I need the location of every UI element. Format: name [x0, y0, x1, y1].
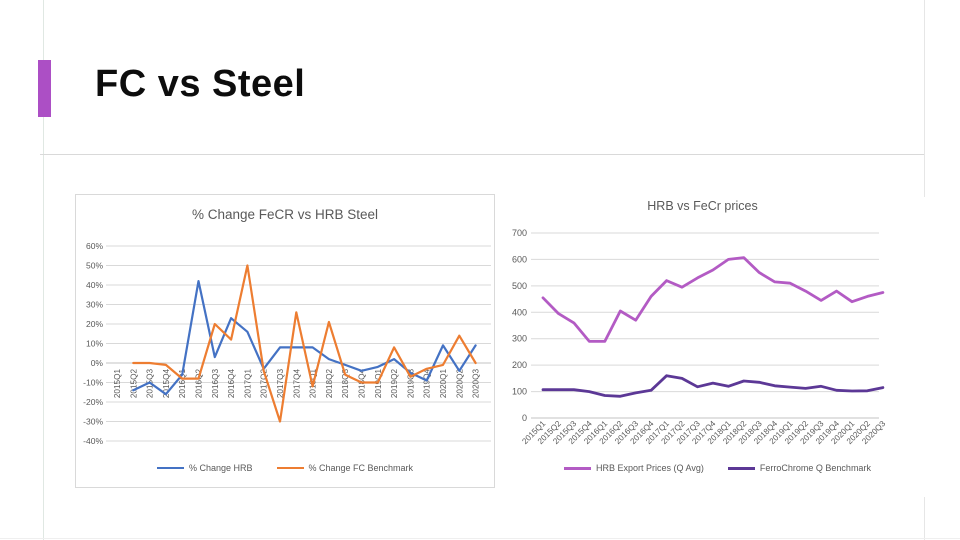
y-tick-label: 500: [512, 281, 527, 291]
chart-pct-change: % Change FeCR vs HRB Steel 60% 50% 40% 30% 2…: [75, 194, 495, 488]
legend-label: HRB Export Prices (Q Avg): [596, 463, 704, 473]
x-tick-label: 2019Q2: [390, 369, 399, 399]
x-tick-label: 2018Q2: [325, 369, 334, 399]
x-tick-label: 2017Q3: [276, 369, 285, 399]
series-line: [541, 256, 885, 343]
slide-bottom-border: [0, 538, 960, 539]
legend-line-swatch: [727, 466, 755, 470]
y-tick-label: 400: [512, 307, 527, 317]
legend-item: % Change FC Benchmark: [276, 463, 414, 473]
legend-line-swatch: [156, 466, 184, 470]
chart-prices-title: HRB vs FeCr prices: [647, 199, 758, 213]
legend-line-swatch: [276, 466, 304, 470]
y-tick-label: 200: [512, 360, 527, 370]
x-tick-label: 2017Q4: [292, 369, 301, 399]
x-tick-label: 2020Q3: [472, 369, 481, 399]
y-tick-label: 20%: [86, 319, 103, 329]
template-vertical-line: [43, 0, 44, 540]
y-tick-label: 50%: [86, 261, 103, 271]
x-tick-label: 2019Q3: [406, 369, 415, 399]
y-tick-label: 40%: [86, 280, 103, 290]
y-tick-label: 300: [512, 334, 527, 344]
y-tick-label: 60%: [86, 241, 103, 251]
y-tick-label: -40%: [83, 436, 103, 446]
x-tick-label: 2015Q4: [162, 369, 171, 399]
legend-item: FerroChrome Q Benchmark: [727, 463, 871, 473]
chart-pct-change-legend: % Change HRB % Change FC Benchmark: [76, 463, 494, 473]
x-tick-label: 2015Q1: [113, 369, 122, 399]
y-tick-label: 600: [512, 254, 527, 264]
x-tick-label: 2017Q2: [260, 369, 269, 399]
x-tick-label: 2020Q2: [455, 369, 464, 399]
x-tick-label: 2015Q2: [129, 369, 138, 399]
y-tick-label: -10%: [83, 378, 103, 388]
y-tick-label: 100: [512, 387, 527, 397]
x-tick-label: 2020Q1: [439, 369, 448, 399]
x-tick-label: 2018Q3: [341, 369, 350, 399]
y-tick-label: 30%: [86, 300, 103, 310]
y-tick-label: 700: [512, 228, 527, 238]
legend-label: % Change FC Benchmark: [308, 463, 414, 473]
chart-prices: HRB vs FeCr prices 700 600 500 400 300 200 100…: [505, 197, 930, 497]
series-line: [132, 264, 477, 423]
x-tick-label: 2016Q2: [195, 369, 204, 399]
title-accent-bar: [38, 60, 51, 117]
y-tick-label: 0: [522, 413, 527, 423]
y-tick-label: 10%: [86, 339, 103, 349]
legend-line-swatch: [564, 466, 592, 470]
chart-prices-plot: 70060050040030020010002015Q12015Q22015Q3…: [512, 228, 888, 446]
title-divider-line: [40, 154, 924, 155]
x-tick-label: 2019Q4: [423, 369, 432, 399]
chart-pct-change-plot: 60% 50% 40% 30% 20% 10% 0% -10% -20% -30% -40% 2015…: [83, 241, 491, 446]
y-tick-label: 0%: [91, 358, 104, 368]
legend-label: FerroChrome Q Benchmark: [759, 463, 871, 473]
legend-item: % Change HRB: [156, 463, 253, 473]
x-tick-label: 2016Q1: [178, 369, 187, 399]
x-tick-label: 2016Q3: [211, 369, 220, 399]
x-tick-label: 2016Q4: [227, 369, 236, 399]
series-line: [541, 374, 885, 398]
chart-prices-legend: HRB Export Prices (Q Avg) FerroChrome Q B…: [505, 463, 930, 473]
y-tick-label: -30%: [83, 417, 103, 427]
chart-pct-change-title: % Change FeCR vs HRB Steel: [191, 207, 379, 222]
legend-item: HRB Export Prices (Q Avg): [564, 463, 704, 473]
legend-label: % Change HRB: [188, 463, 253, 473]
x-tick-label: 2017Q1: [243, 369, 252, 399]
slide-title: FC vs Steel: [95, 63, 306, 105]
y-tick-label: -20%: [83, 397, 103, 407]
